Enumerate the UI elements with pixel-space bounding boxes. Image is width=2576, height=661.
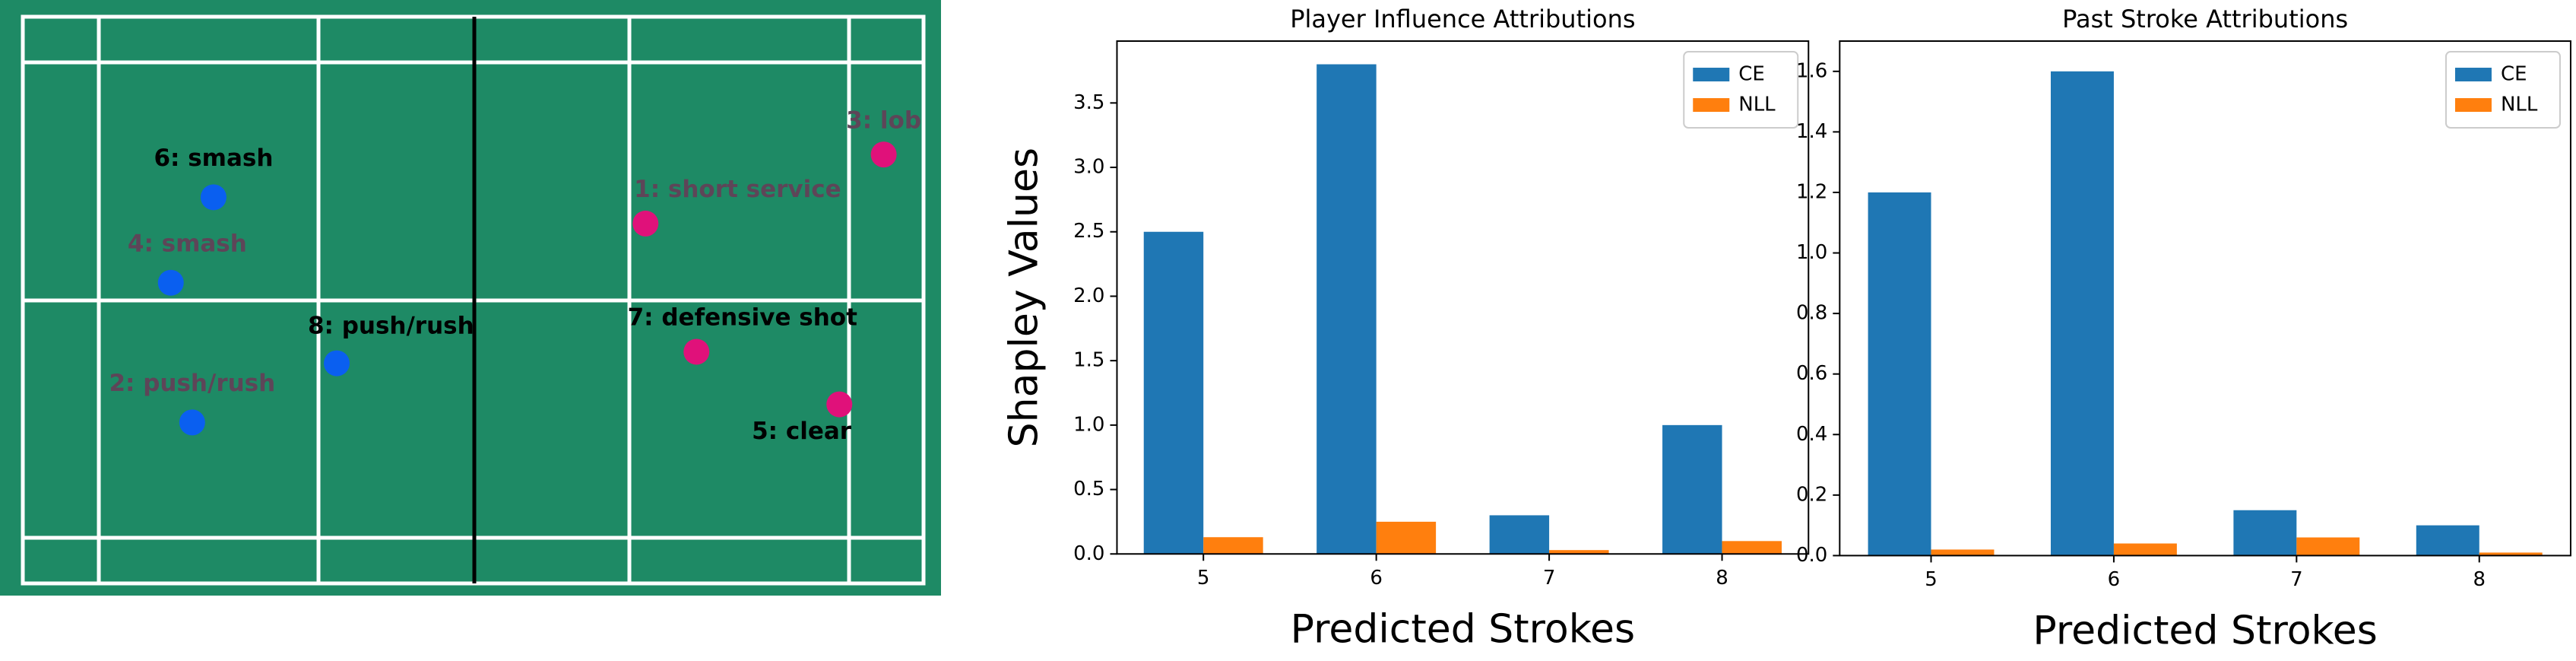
stroke-label: 5: clear xyxy=(752,418,852,445)
y-tick-label: 1.0 xyxy=(1073,413,1104,436)
bar xyxy=(1931,549,1995,556)
chart-title: Player Influence Attributions xyxy=(1290,5,1635,33)
plot-frame xyxy=(1839,40,2571,557)
x-axis-label: Predicted Strokes xyxy=(1291,606,1635,652)
x-axis-label: Predicted Strokes xyxy=(2033,608,2377,653)
y-tick-label: 3.5 xyxy=(1073,91,1104,114)
x-tick-label: 7 xyxy=(2290,568,2303,591)
legend-label: CE xyxy=(1738,63,1765,86)
legend-label: NLL xyxy=(1738,94,1776,116)
bar xyxy=(1317,64,1377,555)
court-background xyxy=(0,0,941,596)
y-tick-label: 1.2 xyxy=(1796,180,1827,203)
y-tick-label: 0.4 xyxy=(1796,423,1827,446)
stroke-point xyxy=(324,350,350,377)
y-tick-label: 0.0 xyxy=(1796,544,1827,567)
x-tick-label: 5 xyxy=(1197,567,1210,589)
y-tick-label: 0.2 xyxy=(1796,483,1827,506)
legend-swatch xyxy=(1693,98,1730,113)
y-axis-label: Shapley Values xyxy=(1002,148,1047,447)
y-tick-label: 2.0 xyxy=(1073,284,1104,307)
badminton-court: 1: short service 2: push/rush 3: lob 4: sma… xyxy=(0,0,941,596)
stroke-point xyxy=(632,210,659,237)
y-tick-label: 1.0 xyxy=(1796,241,1827,264)
stroke-point xyxy=(179,409,205,436)
bar xyxy=(1722,541,1782,555)
stroke-label: 6: smash xyxy=(154,145,273,172)
x-tick-label: 7 xyxy=(1543,567,1556,589)
x-tick-label: 8 xyxy=(1716,567,1728,589)
y-tick-label: 1.5 xyxy=(1073,349,1104,372)
stroke-label: 7: defensive shot xyxy=(628,304,857,332)
bar xyxy=(2416,525,2479,556)
chart-title: Past Stroke Attributions xyxy=(2062,5,2348,33)
plot-frame xyxy=(1116,40,1810,555)
legend-swatch xyxy=(2454,68,2492,82)
x-tick-label: 5 xyxy=(1925,568,1938,591)
legend-label: NLL xyxy=(2501,94,2538,116)
legend-swatch xyxy=(1693,68,1730,82)
legend-swatch xyxy=(2454,98,2492,113)
stroke-label: 8: push/rush xyxy=(308,313,474,340)
stroke-label: 4: smash xyxy=(128,230,247,257)
y-tick-label: 1.4 xyxy=(1796,120,1827,143)
stroke-point xyxy=(200,184,227,211)
stroke-point xyxy=(870,141,897,168)
stroke-label: 3: lob xyxy=(846,106,921,134)
bar xyxy=(1203,537,1263,555)
stroke-point xyxy=(157,269,184,296)
bar xyxy=(2113,543,2177,556)
stroke-point xyxy=(826,391,853,418)
y-tick-label: 3.0 xyxy=(1073,156,1104,179)
bar xyxy=(1143,231,1204,555)
y-tick-label: 1.6 xyxy=(1796,59,1827,82)
stroke-label: 2: push/rush xyxy=(109,370,275,397)
y-tick-label: 0.5 xyxy=(1073,478,1104,501)
bar xyxy=(2233,510,2297,556)
bar xyxy=(1868,192,1931,556)
bar xyxy=(1662,424,1722,555)
y-tick-label: 0.6 xyxy=(1796,362,1827,385)
x-tick-label: 8 xyxy=(2473,568,2486,591)
y-tick-label: 2.5 xyxy=(1073,220,1104,243)
x-tick-label: 6 xyxy=(1370,567,1383,589)
bar xyxy=(2479,552,2543,556)
bar xyxy=(2050,71,2114,556)
legend-label: CE xyxy=(2501,63,2527,86)
x-tick-label: 6 xyxy=(2108,568,2121,591)
stroke-point xyxy=(683,338,710,365)
y-tick-label: 0.0 xyxy=(1073,542,1104,565)
bar xyxy=(1549,550,1609,555)
bar xyxy=(2296,537,2360,556)
stroke-label: 1: short service xyxy=(634,176,841,203)
bar xyxy=(1376,521,1437,555)
bar xyxy=(1489,515,1550,555)
y-tick-label: 0.8 xyxy=(1796,302,1827,325)
